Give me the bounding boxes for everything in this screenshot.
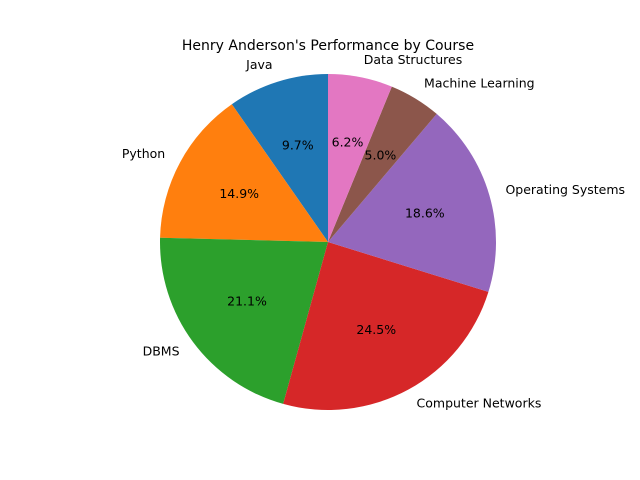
pie-slice-machine-learning — [328, 86, 437, 242]
slice-label: Python — [122, 146, 165, 161]
slice-label: Java — [245, 57, 272, 72]
slice-label: Data Structures — [364, 52, 462, 67]
pie-slice-computer-networks — [283, 242, 489, 411]
slice-percentage-label: 24.5% — [356, 322, 396, 337]
slice-percentage-label: 6.2% — [332, 135, 364, 150]
chart-title: Henry Anderson's Performance by Course — [182, 38, 474, 54]
slice-percentage-label: 9.7% — [282, 137, 314, 152]
pie-slice-operating-systems — [328, 113, 497, 292]
pie-slice-dbms — [159, 237, 328, 404]
pie-slice-java — [231, 74, 328, 242]
pie-slice-python — [160, 104, 328, 242]
pie-slices — [159, 74, 497, 411]
slice-percentage-label: 14.9% — [219, 186, 259, 201]
pie-labels: Java 9.7% Python 14.9% DBMS 21.1% Computer Net… — [122, 52, 625, 411]
slice-label: Computer Networks — [417, 396, 542, 411]
slice-percentage-label: 21.1% — [227, 294, 267, 309]
pie-slice-data-structures — [328, 74, 392, 242]
slice-label: Machine Learning — [424, 76, 535, 91]
slice-percentage-label: 5.0% — [365, 147, 397, 162]
slice-label: DBMS — [143, 344, 180, 359]
slice-percentage-label: 18.6% — [405, 205, 445, 220]
slice-label: Operating Systems — [505, 182, 625, 197]
